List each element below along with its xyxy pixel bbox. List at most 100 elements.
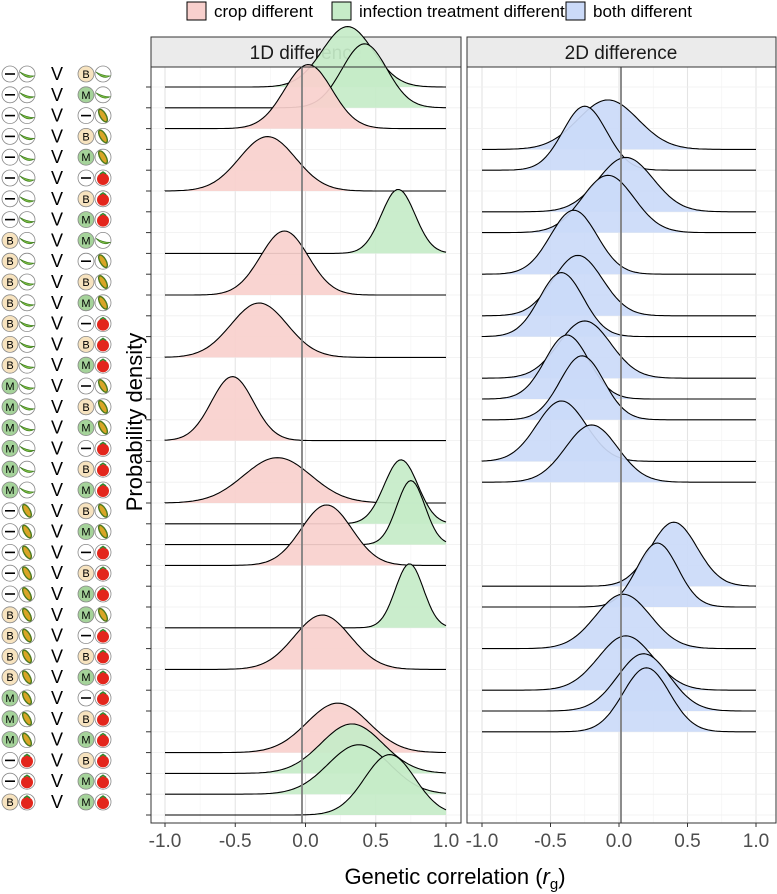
condition-M-icon: [77, 606, 95, 624]
condition-B-letter: B: [6, 277, 13, 289]
condition-M-icon: [1, 689, 19, 707]
density-ridge-outline: [482, 355, 756, 421]
condition-M-icon: [1, 398, 19, 416]
condition-B-letter: B: [82, 755, 89, 767]
comparison-separator: V: [51, 522, 63, 542]
condition-M-icon: [1, 481, 19, 499]
crop-bean-frame: [18, 211, 36, 229]
tomato-stem: [99, 711, 107, 716]
condition-B-icon: [77, 398, 95, 416]
tomato-icon: [97, 547, 109, 560]
condition-M-letter: M: [81, 589, 90, 601]
tomato-stem: [99, 441, 107, 445]
condition-B-letter: B: [82, 69, 89, 81]
condition-B-icon: [77, 127, 95, 145]
maize-icon: [97, 108, 109, 123]
comparison-separator: V: [51, 584, 63, 604]
condition-M-letter: M: [81, 485, 90, 497]
crop-bean-frame: [18, 460, 36, 478]
condition-M-icon: [77, 731, 95, 748]
density-ridge-outline: [482, 635, 756, 691]
density-ridge-outline: [482, 521, 757, 587]
condition-M-icon: [1, 460, 19, 478]
tomato-stem: [99, 587, 107, 591]
comparison-separator: V: [51, 667, 63, 687]
condition-B-icon: [1, 315, 19, 333]
condition-B-icon: [1, 231, 19, 249]
x-tick-label: 0.5: [674, 831, 700, 852]
crop-bean-frame: [18, 169, 36, 187]
tomato-icon: [97, 464, 109, 477]
x-axis-title: Genetic correlation (rg): [344, 864, 565, 893]
tomato-stem: [99, 732, 107, 737]
condition-B-icon: [77, 502, 95, 520]
condition-M-icon: [77, 585, 95, 603]
condition-M-icon: [77, 356, 95, 374]
comparison-separator: V: [51, 314, 63, 334]
x-tick-label: 0.5: [363, 831, 389, 852]
density-ridge-outline: [482, 156, 756, 213]
density-ridge-outline: [482, 254, 756, 317]
crop-bean-frame: [18, 377, 36, 395]
maize-icon: [21, 628, 33, 643]
bean-icon: [19, 487, 36, 494]
bean-icon: [19, 258, 36, 265]
condition-M-letter: M: [5, 714, 14, 726]
legend-swatch-infection: [331, 1, 352, 21]
legend-swatch-both: [565, 1, 586, 21]
comparison-separator: V: [51, 480, 63, 500]
bean-icon: [19, 134, 36, 141]
tomato-stem: [99, 462, 107, 466]
density-ridge-fill: [165, 43, 446, 108]
condition-B-icon: [1, 668, 19, 686]
tomato-stem: [99, 670, 107, 674]
condition-M-letter: M: [81, 360, 90, 372]
density-ridge-outline: [482, 174, 756, 234]
comparison-separator: V: [51, 459, 63, 479]
tomato-stem: [99, 566, 107, 570]
maize-icon: [97, 129, 109, 144]
condition-B-letter: B: [6, 319, 13, 331]
maize-icon: [97, 150, 109, 165]
bean-icon: [19, 300, 36, 307]
condition-B-icon: [77, 190, 95, 208]
tomato-icon: [97, 672, 109, 685]
crop-bean-frame: [18, 419, 36, 437]
tomato-stem: [99, 649, 107, 653]
comparison-separator: V: [51, 563, 63, 583]
condition-M-icon: [77, 231, 95, 249]
condition-M-letter: M: [5, 464, 14, 476]
condition-B-icon: [77, 335, 95, 353]
condition-B-letter: B: [6, 672, 13, 684]
comparison-separator: V: [51, 730, 63, 750]
comparison-separator: V: [51, 147, 63, 167]
bean-icon: [95, 92, 112, 99]
maize-icon: [97, 420, 109, 435]
comparison-separator: V: [51, 251, 63, 271]
condition-B-icon: [77, 752, 95, 769]
condition-B-letter: B: [6, 298, 13, 310]
tomato-icon: [97, 485, 109, 497]
tomato-icon: [21, 755, 33, 768]
condition-B-icon: [77, 710, 95, 728]
crop-bean-frame: [18, 356, 36, 374]
tomato-stem: [99, 316, 107, 321]
crop-bean-frame: [18, 231, 36, 249]
condition-M-letter: M: [81, 797, 90, 809]
y-axis-title: Probability density: [122, 333, 147, 512]
x-axis-title-text: Genetic correlation: [344, 864, 529, 889]
density-ridge-outline: [165, 702, 446, 754]
condition-B-letter: B: [6, 797, 13, 809]
condition-B-icon: [77, 564, 95, 582]
density-ridge-outline: [164, 302, 446, 358]
comparison-separator: V: [51, 605, 63, 625]
condition-B-letter: B: [6, 360, 13, 372]
crop-bean-frame: [18, 335, 36, 353]
condition-M-icon: [77, 419, 95, 437]
maize-icon: [21, 503, 33, 518]
x-tick-label: -1.0: [466, 831, 499, 852]
condition-B-letter: B: [82, 568, 89, 580]
condition-M-letter: M: [81, 423, 90, 435]
y-axis-ticks: [146, 86, 151, 816]
